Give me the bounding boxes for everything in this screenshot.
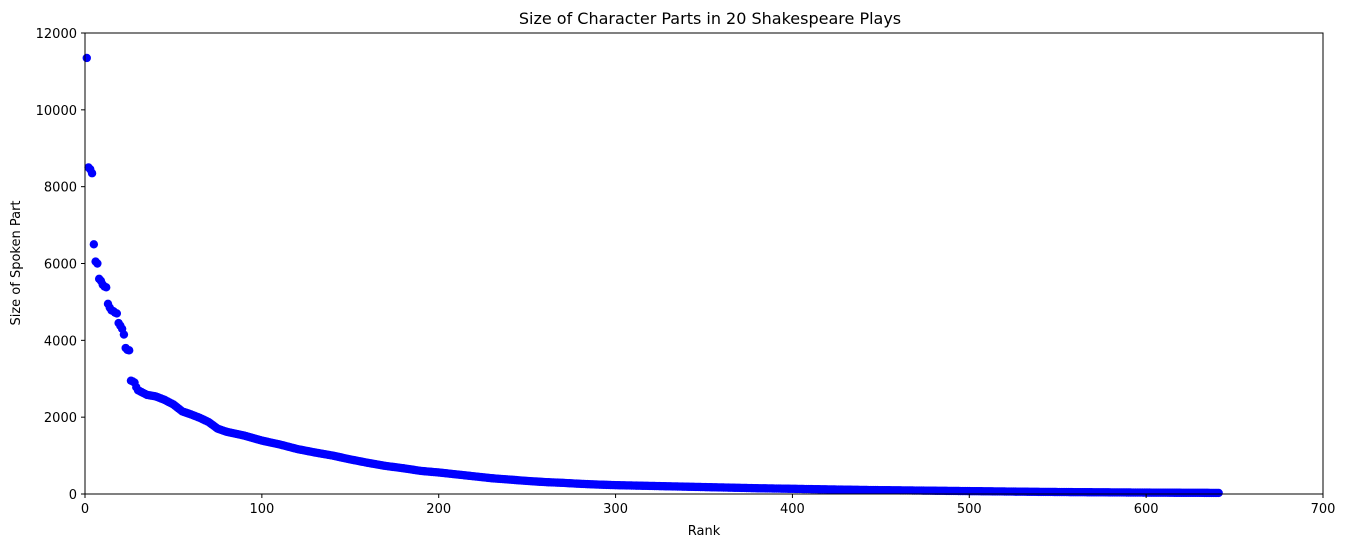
y-tick-label: 6000 <box>44 258 77 273</box>
y-tick-label: 10000 <box>36 104 77 119</box>
x-tick-label: 400 <box>780 502 805 517</box>
data-point <box>112 309 122 318</box>
x-tick-label: 600 <box>1134 502 1159 517</box>
data-point <box>89 240 99 249</box>
x-tick-label: 0 <box>81 502 89 517</box>
data-point <box>82 53 91 63</box>
data-point <box>125 346 134 355</box>
y-tick-label: 2000 <box>44 411 77 426</box>
y-axis-title: Size of Spoken Part <box>9 200 24 325</box>
data-point <box>119 330 129 339</box>
data-point <box>93 259 102 268</box>
y-tick-label: 4000 <box>44 334 77 349</box>
x-tick-label: 200 <box>426 502 451 517</box>
y-tick-label: 12000 <box>36 27 77 42</box>
x-tick-label: 300 <box>603 502 628 517</box>
data-point <box>1214 488 1223 498</box>
x-tick-label: 700 <box>1311 502 1336 517</box>
chart-title: Size of Character Parts in 20 Shakespear… <box>519 9 901 28</box>
x-tick-label: 500 <box>957 502 982 517</box>
data-points <box>82 53 1223 498</box>
x-axis-title: Rank <box>688 524 721 539</box>
data-point <box>87 169 97 178</box>
y-tick-label: 0 <box>69 488 77 503</box>
y-tick-label: 8000 <box>44 181 77 196</box>
data-point <box>102 283 111 292</box>
plot-frame <box>84 32 1324 495</box>
x-tick-label: 100 <box>249 502 274 517</box>
x-axis: 0 100 200 300 400 500 600 700 <box>81 494 1336 517</box>
y-axis: 0 2000 4000 6000 8000 10000 12000 <box>36 27 85 503</box>
